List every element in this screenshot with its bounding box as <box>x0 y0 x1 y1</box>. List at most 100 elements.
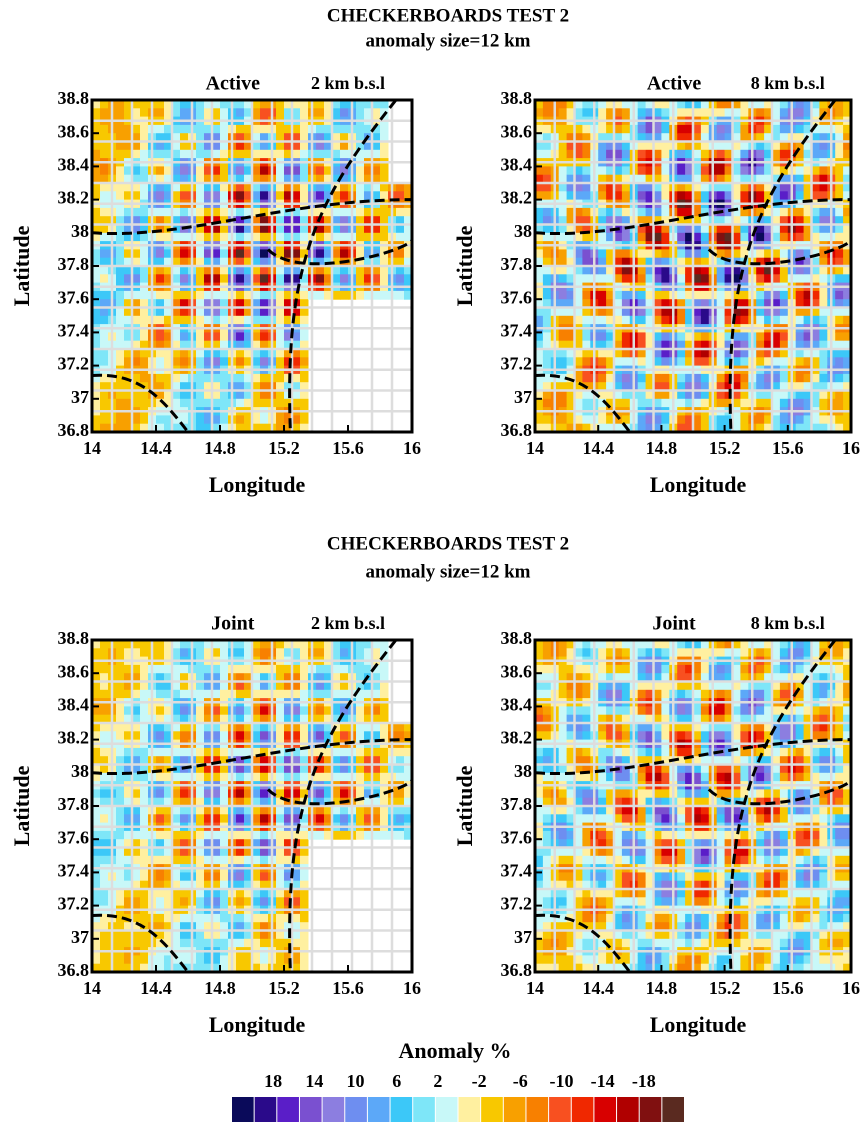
field-cell <box>575 399 583 408</box>
field-cell <box>614 723 622 732</box>
field-cell <box>559 183 567 192</box>
field-cell <box>236 773 245 782</box>
field-cell <box>780 266 788 275</box>
field-cell <box>140 332 149 341</box>
field-cell <box>292 789 301 798</box>
x-tick-label: 15.6 <box>772 438 804 458</box>
field-cell <box>575 125 583 134</box>
field-cell <box>292 889 301 898</box>
field-cell <box>316 806 325 815</box>
field-cell <box>835 266 843 275</box>
field-cell <box>220 191 229 200</box>
field-cell <box>372 731 381 740</box>
field-cell <box>172 939 181 948</box>
field-cell <box>236 208 245 217</box>
field-cell <box>292 374 301 383</box>
field-cell <box>180 357 189 366</box>
field-cell <box>156 690 165 699</box>
field-cell <box>180 291 189 300</box>
field-cell <box>582 208 590 217</box>
field-cell <box>156 191 165 200</box>
field-cell <box>356 166 365 175</box>
field-cell <box>276 291 285 300</box>
y-tick-label: 37.6 <box>58 287 90 307</box>
field-cell <box>582 897 590 906</box>
field-cell <box>380 266 389 275</box>
field-cell <box>835 249 843 258</box>
x-tick-label: 14.4 <box>582 438 614 458</box>
field-cell <box>196 748 205 757</box>
field-cell <box>236 648 245 657</box>
field-cell <box>276 731 285 740</box>
field-cell <box>116 706 125 715</box>
field-cell <box>196 889 205 898</box>
field-cell <box>220 806 229 815</box>
field-cell <box>140 773 149 782</box>
field-cell <box>340 125 349 134</box>
field-cell <box>693 391 701 400</box>
field-cell <box>780 191 788 200</box>
field-cell <box>559 308 567 317</box>
field-cell <box>252 125 261 134</box>
field-cell <box>740 374 748 383</box>
field-cell <box>543 391 551 400</box>
y-axis-label: Latitude <box>452 225 477 306</box>
field-cell <box>614 108 622 117</box>
field-cell <box>172 931 181 940</box>
field-cell <box>772 266 780 275</box>
field-cell <box>276 415 285 424</box>
field-cell <box>543 706 551 715</box>
field-cell <box>140 955 149 964</box>
field-cell <box>654 108 662 117</box>
field-cell <box>292 955 301 964</box>
field-cell <box>300 191 309 200</box>
field-cell <box>116 208 125 217</box>
field-cell <box>260 233 269 242</box>
field-cell <box>252 249 261 258</box>
field-cell <box>132 150 141 159</box>
field-cell <box>677 249 685 258</box>
field-cell <box>717 266 725 275</box>
field-cell <box>132 249 141 258</box>
field-cell <box>132 108 141 117</box>
field-cell <box>260 665 269 674</box>
field-cell <box>543 723 551 732</box>
field-cell <box>372 150 381 159</box>
field-cell <box>220 166 229 175</box>
field-cell <box>140 316 149 325</box>
field-cell <box>614 931 622 940</box>
field-cell <box>796 399 804 408</box>
field-cell <box>812 266 820 275</box>
field-cell <box>156 931 165 940</box>
field-cell <box>740 332 748 341</box>
field-cell <box>654 249 662 258</box>
field-cell <box>300 108 309 117</box>
field-cell <box>543 191 551 200</box>
field-cell <box>116 249 125 258</box>
field-cell <box>559 391 567 400</box>
field-cell <box>356 233 365 242</box>
field-cell <box>372 208 381 217</box>
field-cell <box>292 225 301 234</box>
field-cell <box>180 125 189 134</box>
field-cell <box>835 399 843 408</box>
field-cell <box>582 142 590 151</box>
field-cell <box>638 249 646 258</box>
field-cell <box>638 266 646 275</box>
field-cell <box>180 872 189 881</box>
field-cell <box>575 374 583 383</box>
field-cell <box>140 374 149 383</box>
field-cell <box>559 897 567 906</box>
field-cell <box>598 183 606 192</box>
field-cell <box>812 150 820 159</box>
field-cell <box>196 332 205 341</box>
field-cell <box>812 108 820 117</box>
field-cell <box>116 690 125 699</box>
field-cell <box>180 166 189 175</box>
field-cell <box>340 723 349 732</box>
field-cell <box>701 150 709 159</box>
field-cell <box>654 357 662 366</box>
field-cell <box>661 142 669 151</box>
field-cell <box>740 291 748 300</box>
field-cell <box>260 889 269 898</box>
